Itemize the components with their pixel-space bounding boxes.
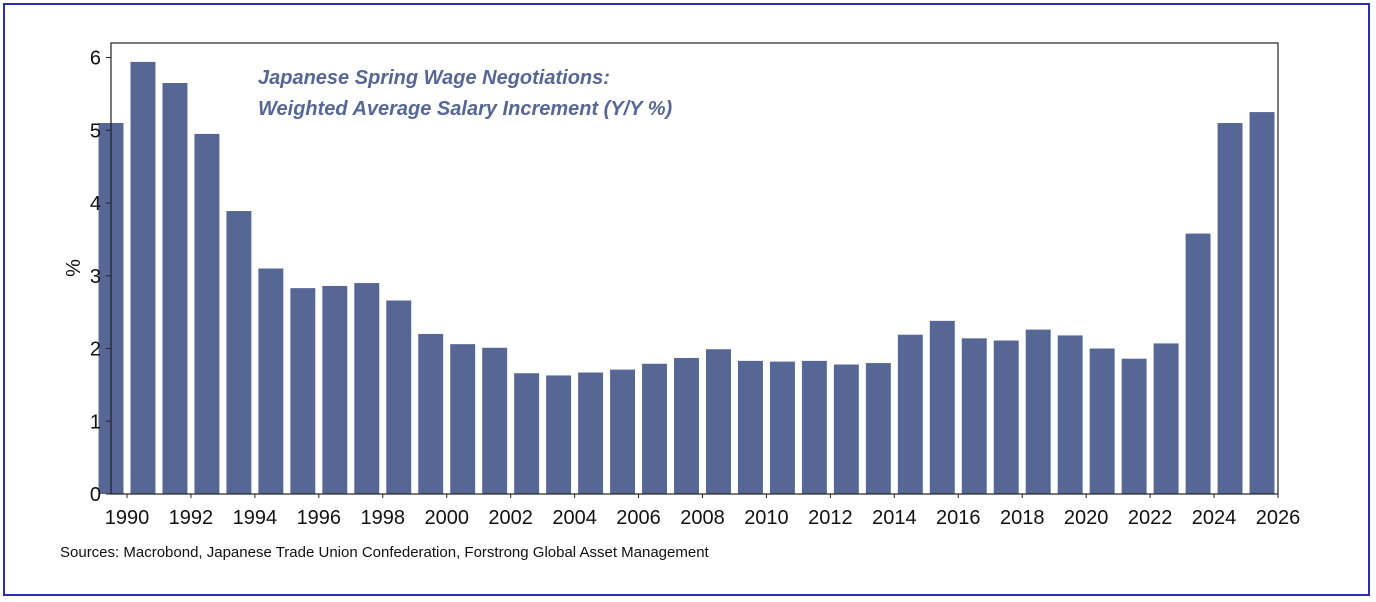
- x-tick-label: 1990: [105, 507, 150, 529]
- x-tick-label: 1994: [233, 507, 278, 529]
- x-tick-label: 2020: [1064, 507, 1109, 529]
- bar-2006: [642, 363, 667, 494]
- bar-2017: [993, 340, 1019, 494]
- x-tick-label: 2012: [808, 507, 853, 529]
- bar-1992: [194, 133, 220, 494]
- bar-1990: [130, 61, 156, 494]
- x-tick-label: 2008: [680, 507, 725, 529]
- bar-1995: [290, 288, 316, 494]
- bar-1999: [418, 333, 444, 494]
- bar-2009: [737, 360, 763, 494]
- chart-title-line-2: Weighted Average Salary Increment (Y/Y %…: [258, 98, 673, 120]
- x-tick-label: 1996: [297, 507, 342, 529]
- bar-2005: [610, 369, 636, 494]
- chart-title-line-1: Japanese Spring Wage Negotiations:: [258, 67, 610, 89]
- y-axis-ticks: 0 1 2 3 4 5 6: [90, 48, 111, 506]
- x-tick-label: 2002: [488, 507, 533, 529]
- y-tick-label: 4: [90, 193, 101, 215]
- bar-2008: [706, 349, 731, 494]
- bar-2003: [546, 375, 572, 494]
- y-tick-label: 1: [90, 411, 101, 433]
- y-tick-label: 2: [90, 339, 101, 361]
- x-axis-ticks: 1990 1992 1994 1996 1998 2000 2002 2004 2006 2008…: [105, 494, 1301, 529]
- bar-1996: [322, 285, 348, 494]
- plot-area-border: [110, 42, 1279, 495]
- bar-1997: [354, 283, 380, 494]
- x-tick-label: 2022: [1128, 507, 1173, 529]
- bar-2010: [769, 361, 795, 494]
- bar-2000: [450, 344, 476, 494]
- x-tick-label: 1998: [361, 507, 406, 529]
- x-tick-label: 2018: [1000, 507, 1045, 529]
- x-tick-label: 2000: [424, 507, 469, 529]
- x-tick-label: 2024: [1192, 507, 1237, 529]
- bar-2023: [1185, 233, 1211, 494]
- bar-2012: [833, 364, 859, 494]
- bar-2004: [578, 372, 604, 494]
- x-tick-label: 2006: [616, 507, 661, 529]
- x-tick-label: 2016: [936, 507, 981, 529]
- bar-2001: [482, 347, 508, 494]
- bar-2020: [1089, 348, 1115, 494]
- bar-2024: [1217, 123, 1243, 495]
- bar-2007: [674, 357, 699, 494]
- x-tick-label: 1992: [169, 507, 214, 529]
- y-tick-label: 5: [90, 120, 101, 142]
- y-tick-label: 3: [90, 266, 101, 288]
- bar-2025: [1249, 112, 1275, 494]
- bar-2002: [514, 373, 540, 494]
- y-tick-label: 6: [90, 48, 101, 70]
- x-tick-label: 2014: [872, 507, 917, 529]
- bar-1994: [258, 268, 284, 494]
- bar-2021: [1121, 358, 1147, 494]
- bar-1998: [386, 300, 412, 494]
- bar-2014: [897, 334, 923, 494]
- x-tick-label: 2010: [744, 507, 789, 529]
- bar-2022: [1153, 343, 1179, 494]
- bar-2016: [961, 338, 987, 494]
- bar-2019: [1057, 335, 1083, 494]
- bar-2011: [801, 360, 827, 494]
- y-tick-label: 0: [90, 484, 101, 506]
- y-axis-label: %: [63, 259, 85, 277]
- x-tick-label: 2004: [552, 507, 597, 529]
- bar-2015: [929, 320, 955, 494]
- bars-group: [98, 61, 1275, 495]
- source-note: Sources: Macrobond, Japanese Trade Union…: [60, 544, 709, 561]
- bar-1993: [226, 211, 252, 494]
- bar-2013: [865, 363, 891, 494]
- x-tick-label: 2026: [1256, 507, 1301, 529]
- bar-1991: [162, 83, 188, 494]
- bar-2018: [1025, 329, 1051, 494]
